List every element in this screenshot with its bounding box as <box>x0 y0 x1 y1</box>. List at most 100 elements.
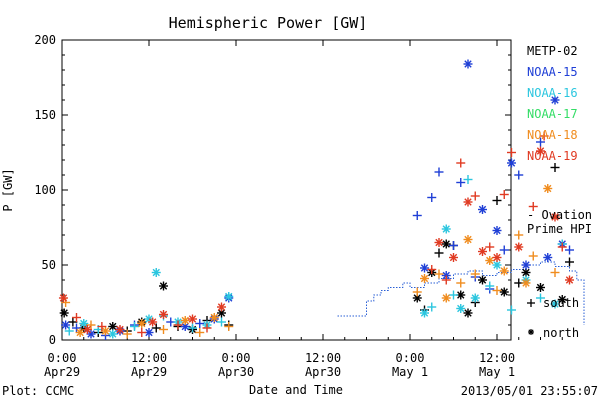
north-marker <box>521 260 531 270</box>
x-tick-label-time: 12:00 <box>305 351 341 365</box>
south-marker <box>492 196 502 205</box>
south-marker <box>173 320 183 330</box>
south-marker <box>456 278 466 288</box>
north-marker <box>159 281 168 291</box>
north-marker <box>58 293 68 303</box>
legend-item-noaa-17: NOAA-17 <box>527 107 578 121</box>
north-marker <box>550 212 560 222</box>
x-tick-label-time: 0:00 <box>48 351 77 365</box>
ovation-label-line1: - Ovation <box>527 208 592 222</box>
north-marker <box>478 275 487 285</box>
north-marker <box>536 146 545 156</box>
north-marker <box>499 266 509 276</box>
south-marker <box>565 257 574 267</box>
south-marker <box>195 319 205 328</box>
north-marker <box>441 224 451 234</box>
south-marker <box>434 167 444 177</box>
south-marker <box>514 230 524 240</box>
north-marker <box>188 314 197 324</box>
legend-item-metp-02: METP-02 <box>527 44 578 58</box>
south-marker <box>550 268 560 277</box>
north-marker <box>79 319 89 328</box>
north-marker <box>209 313 219 322</box>
south-marker <box>499 245 509 255</box>
south-marker <box>427 265 437 274</box>
north-marker <box>420 308 429 318</box>
legend-item-noaa-19: NOAA-19 <box>527 149 578 163</box>
north-marker <box>565 275 574 285</box>
footer-left: Plot: CCMC <box>2 384 74 398</box>
south-marker <box>539 131 549 141</box>
legend-item-noaa-16: NOAA-16 <box>527 86 578 100</box>
ovation-label: - Ovation Prime HPI <box>527 208 592 236</box>
north-marker <box>159 310 168 319</box>
south-marker <box>492 286 502 295</box>
x-tick-label-date: Apr29 <box>44 365 80 379</box>
y-tick-label: 200 <box>34 33 56 47</box>
north-marker <box>75 328 85 337</box>
north-marker <box>478 247 487 256</box>
south-marker <box>536 137 545 147</box>
north-marker <box>59 308 69 318</box>
north-marker <box>463 59 473 69</box>
south-marker <box>434 269 444 279</box>
south-marker <box>485 242 495 252</box>
legend-item-noaa-15: NOAA-15 <box>527 65 578 79</box>
south-marker <box>485 281 495 291</box>
y-tick-label: 0 <box>49 333 56 347</box>
south-marker <box>441 275 451 285</box>
ovation-label-line2: Prime HPI <box>527 222 592 236</box>
south-marker <box>528 251 538 261</box>
north-marker <box>499 287 509 297</box>
y-tick-label: 100 <box>34 183 56 197</box>
north-marker <box>61 320 71 330</box>
north-marker <box>470 293 480 303</box>
north-marker <box>224 292 234 301</box>
south-marker <box>202 323 212 333</box>
north-marker <box>492 226 502 235</box>
north-marker <box>456 304 466 313</box>
ovation-prime-hpi-line <box>337 261 585 325</box>
south-marker <box>565 245 574 255</box>
north-marker <box>492 253 502 262</box>
x-tick-label-time: 0:00 <box>396 351 425 365</box>
north-marker <box>217 302 226 312</box>
south-marker <box>499 190 509 199</box>
north-marker <box>521 278 531 288</box>
south-marker <box>412 287 422 297</box>
north-marker <box>463 308 473 318</box>
x-axis: 0:00Apr2912:00Apr290:00Apr3012:00Apr300:… <box>44 40 563 379</box>
y-axis: 0 50 100 150 200 <box>34 33 511 347</box>
south-marker <box>550 163 560 172</box>
north-marker <box>456 290 466 300</box>
north-marker <box>478 205 487 214</box>
north-marker <box>463 197 473 207</box>
y-tick-label: 150 <box>34 108 56 122</box>
south-marker <box>130 322 139 331</box>
south-marker <box>412 211 422 220</box>
north-marker <box>108 322 118 331</box>
north-marker <box>151 268 161 277</box>
x-tick-label-date: Apr29 <box>131 365 167 379</box>
north-marker <box>449 253 458 262</box>
south-marker <box>217 317 226 327</box>
north-marker <box>441 239 451 249</box>
south-marker <box>434 248 444 258</box>
x-tick-label-time: 12:00 <box>479 351 515 365</box>
north-marker <box>420 263 429 273</box>
south-marker <box>463 175 473 184</box>
south-marker <box>72 313 81 322</box>
south-marker <box>514 170 524 180</box>
ovation-step-line <box>337 261 585 325</box>
north-marker <box>101 326 110 336</box>
x-tick-label-date: May 1 <box>479 365 515 379</box>
south-marker <box>557 242 567 252</box>
north-marker <box>180 316 190 325</box>
legend: METP-02 NOAA-15 NOAA-16 NOAA-17 NOAA-18 NOAA-… <box>527 44 578 163</box>
south-marker <box>151 323 161 333</box>
north-marker <box>441 293 451 303</box>
south-marker <box>64 326 74 336</box>
south-marker <box>470 191 480 201</box>
legend-item-noaa-18: NOAA-18 <box>527 128 578 142</box>
south-marker <box>159 325 168 334</box>
